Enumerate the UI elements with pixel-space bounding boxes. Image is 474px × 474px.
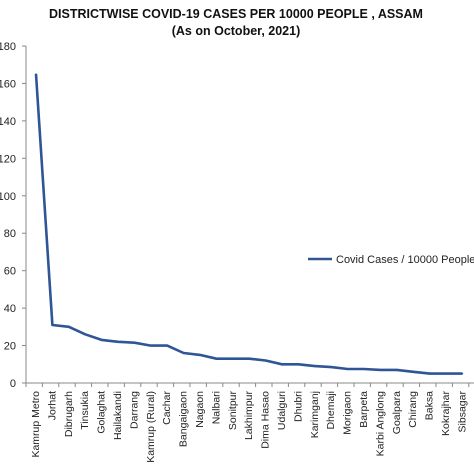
y-tick-label: 160: [0, 78, 16, 90]
x-category-label: Kokrajhar: [440, 391, 452, 436]
x-category-label: Dibrugarh: [63, 391, 75, 437]
x-category-label: Udalguri: [276, 391, 288, 430]
x-category-label: Bangaigaon: [178, 391, 190, 447]
data-point: [314, 365, 316, 367]
y-tick-label: 20: [4, 341, 16, 353]
chart-title: DISTRICTWISE COVID-19 CASES PER 10000 PE…: [49, 7, 423, 21]
y-tick-label: 140: [0, 116, 16, 128]
x-category-label: Goalpara: [391, 391, 403, 434]
y-tick-label: 80: [4, 228, 16, 240]
data-point: [248, 357, 250, 360]
x-category-label: Sibsagar: [456, 391, 468, 433]
data-point: [363, 368, 365, 370]
x-category-label: Chirang: [407, 391, 419, 428]
x-category-label: Nagaon: [194, 391, 206, 428]
data-point: [461, 372, 464, 375]
data-point: [232, 357, 234, 360]
x-category-label: Barpeta: [358, 391, 370, 428]
y-tick-label: 60: [4, 266, 16, 278]
x-category-label: Darrang: [128, 391, 140, 429]
x-category-label: Morigaon: [342, 391, 354, 435]
x-category-label: Kamrup (Rural): [145, 391, 157, 463]
x-category-label: Lakhimpur: [243, 391, 255, 441]
data-point: [428, 372, 431, 375]
x-category-label: Golaghat: [96, 391, 108, 434]
data-point: [182, 352, 185, 354]
legend: Covid Cases / 10000 People: [308, 254, 474, 266]
data-point: [35, 73, 37, 75]
series-line: [34, 74, 463, 375]
y-tick-label: 180: [0, 41, 16, 53]
legend-label: Covid Cases / 10000 People: [336, 254, 474, 266]
data-point: [199, 354, 201, 356]
x-category-label: Sonitpur: [227, 390, 239, 430]
data-point: [68, 326, 70, 328]
data-point: [264, 359, 267, 362]
data-point: [396, 369, 398, 371]
data-point: [445, 372, 447, 375]
data-point: [215, 357, 218, 360]
data-point: [281, 363, 283, 366]
chart-subtitle: (As on October, 2021): [172, 24, 301, 38]
x-category-label: Nalbari: [210, 391, 222, 424]
series-layer: [34, 73, 464, 375]
x-category-label: Karbi Anglong: [374, 391, 386, 457]
data-point: [330, 366, 333, 368]
y-tick-label: 120: [0, 153, 16, 165]
x-category-label: Dhubri: [292, 391, 304, 422]
x-category-label: Dhemaji: [325, 391, 337, 430]
x-category-label: Kamrup Metro: [30, 391, 42, 458]
x-category-label: Karimganj: [309, 391, 321, 438]
data-point: [297, 363, 300, 366]
data-point: [166, 344, 168, 347]
x-category-label: Dima Hasao: [260, 391, 272, 449]
y-tick-label: 0: [10, 378, 16, 390]
data-point: [412, 370, 415, 373]
y-axis: 0 20 40 60 80 100 120 140 160 180: [0, 41, 27, 390]
x-category-label: Tinsukia: [79, 391, 91, 430]
x-category-label: Hailakandi: [112, 391, 124, 440]
data-point: [150, 344, 152, 347]
x-category-label: Cachar: [161, 391, 173, 425]
data-point: [133, 341, 136, 344]
y-tick-label: 100: [0, 191, 16, 203]
data-point: [379, 369, 382, 371]
data-point: [84, 333, 86, 336]
data-point: [117, 341, 119, 343]
x-axis: Kamrup Metro Jorhat Dibrugarh Tinsukia Golag…: [25, 382, 474, 463]
data-point: [51, 324, 54, 326]
x-category-label: Baksa: [424, 391, 436, 420]
y-tick-label: 40: [4, 303, 16, 315]
data-point: [100, 339, 103, 341]
data-point: [346, 368, 349, 370]
x-category-label: Jorhat: [46, 391, 58, 420]
